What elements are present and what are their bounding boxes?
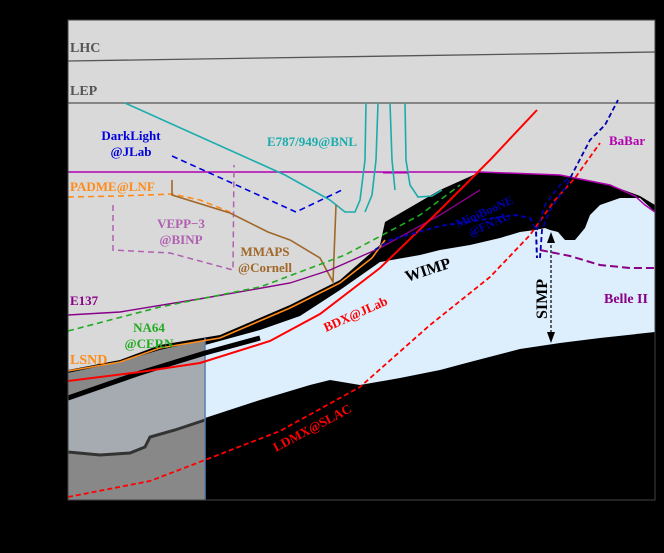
label-lsnd: LSND [70, 353, 107, 368]
darklight-curve [171, 155, 343, 213]
vepp3-curve [112, 164, 235, 271]
label-na64-1: NA64 [133, 320, 165, 335]
mmaps-curve [171, 180, 337, 285]
e787-right-notch [389, 102, 396, 191]
label-darklight-1: DarkLight [101, 128, 161, 143]
label-vepp-1: VEPP−3 [157, 216, 205, 231]
low-mass-dark-bottom [68, 420, 205, 500]
label-vepp-2: @BINP [159, 232, 202, 247]
miniboone-curve [374, 213, 538, 259]
plot-area [68, 20, 655, 500]
relic-line [68, 335, 261, 401]
babar-curve [68, 171, 655, 213]
e787-curve [124, 102, 443, 213]
lsnd-curve [68, 239, 386, 372]
label-e787: E787/949@BNL [267, 134, 357, 149]
ldmx-curve [68, 142, 601, 498]
low-mass-boundary-line [68, 418, 206, 457]
miniboone-upper-curve [539, 99, 619, 259]
label-e137: E137 [70, 293, 99, 308]
label-lep: LEP [70, 84, 98, 99]
simp-arrow [547, 232, 555, 343]
label-mmaps-2: @Cornell [238, 260, 292, 275]
label-mmaps-1: MMAPS [240, 244, 289, 259]
wimp-simp-allowed-region [205, 198, 655, 418]
label-lhc: LHC [70, 41, 100, 56]
bdx-curve [68, 109, 538, 382]
belle2-curve [539, 249, 655, 269]
label-simp: SIMP [534, 279, 551, 319]
label-padme: PADME@LNF [70, 179, 155, 194]
label-na64-2: @CERN [125, 336, 175, 351]
miniboone-inner-curve [536, 176, 571, 231]
label-babar: BaBar [609, 133, 645, 148]
na64-curve [68, 184, 461, 332]
plot-frame [67, 19, 656, 501]
label-darklight-2: @JLab [111, 144, 152, 159]
label-belle2: Belle II [604, 292, 648, 307]
lhc-line [68, 51, 655, 62]
e787-left-notch [364, 102, 379, 213]
